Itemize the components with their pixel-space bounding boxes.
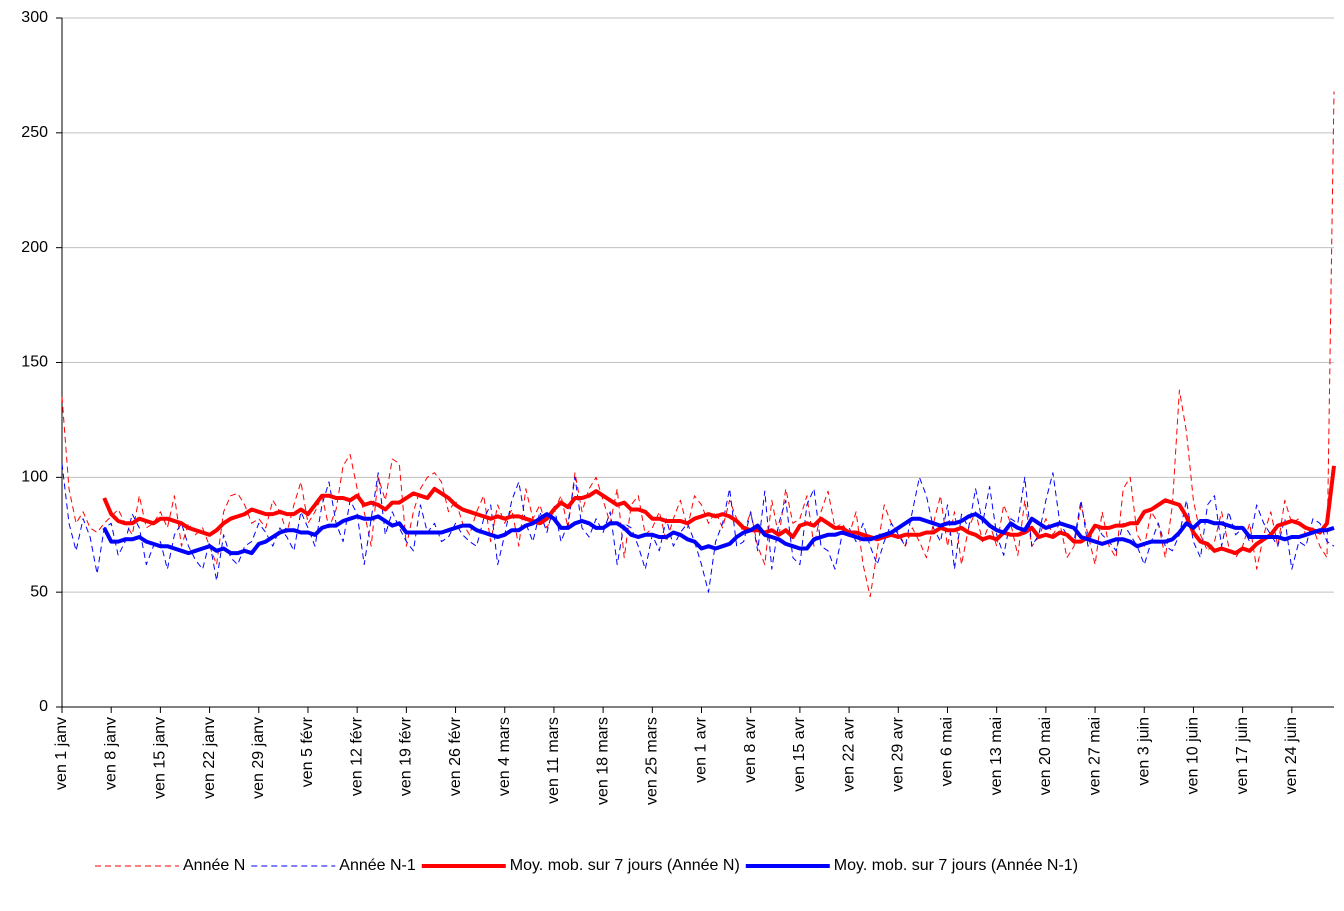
- y-tick-label: 150: [21, 354, 48, 371]
- y-tick-label: 50: [30, 583, 48, 600]
- series-line: [61, 463, 1335, 593]
- x-tick-label: ven 22 janv: [201, 717, 218, 799]
- series-line: [102, 512, 1335, 556]
- x-tick-label: ven 24 juin: [1283, 717, 1300, 794]
- x-tick-label: ven 19 févr: [398, 716, 415, 796]
- y-tick-label: 250: [21, 124, 48, 141]
- y-tick-label: 100: [21, 469, 48, 486]
- x-tick-label: ven 29 janv: [250, 717, 267, 799]
- y-tick-label: 300: [21, 9, 48, 26]
- x-tick-label: ven 11 mars: [545, 717, 562, 804]
- legend-label: Année N-1: [339, 857, 416, 874]
- x-tick-label: ven 6 mai: [939, 717, 956, 786]
- x-tick-label: ven 26 févr: [447, 716, 464, 796]
- x-tick-label: ven 15 janv: [152, 717, 169, 799]
- x-tick-label: ven 13 mai: [988, 717, 1005, 795]
- x-tick-label: ven 27 mai: [1086, 717, 1103, 795]
- legend-label: Moy. mob. sur 7 jours (Année N): [510, 857, 740, 874]
- x-tick-label: ven 8 janv: [102, 717, 119, 790]
- x-tick-label: ven 25 mars: [644, 717, 661, 805]
- y-tick-label: 0: [39, 698, 48, 715]
- x-tick-label: ven 22 avr: [840, 716, 857, 791]
- legend-label: Moy. mob. sur 7 jours (Année N-1): [834, 857, 1078, 874]
- series-line: [102, 465, 1336, 556]
- x-tick-label: ven 3 juin: [1135, 717, 1152, 786]
- x-tick-label: ven 18 mars: [594, 717, 611, 805]
- x-tick-label: ven 5 févr: [299, 716, 316, 787]
- x-tick-label: ven 1 avr: [693, 716, 710, 782]
- x-tick-label: ven 10 juin: [1185, 717, 1202, 794]
- x-tick-label: ven 17 juin: [1234, 717, 1251, 794]
- x-tick-label: ven 15 avr: [791, 716, 808, 791]
- x-tick-label: ven 20 mai: [1037, 717, 1054, 795]
- x-tick-label: ven 29 avr: [890, 716, 907, 791]
- legend-label: Année N: [183, 857, 245, 874]
- x-tick-label: ven 1 janv: [53, 717, 70, 790]
- x-tick-label: ven 4 mars: [496, 717, 513, 796]
- series-line: [61, 91, 1335, 598]
- x-tick-label: ven 12 févr: [348, 716, 365, 796]
- x-tick-label: ven 8 avr: [742, 716, 759, 782]
- y-tick-label: 200: [21, 239, 48, 256]
